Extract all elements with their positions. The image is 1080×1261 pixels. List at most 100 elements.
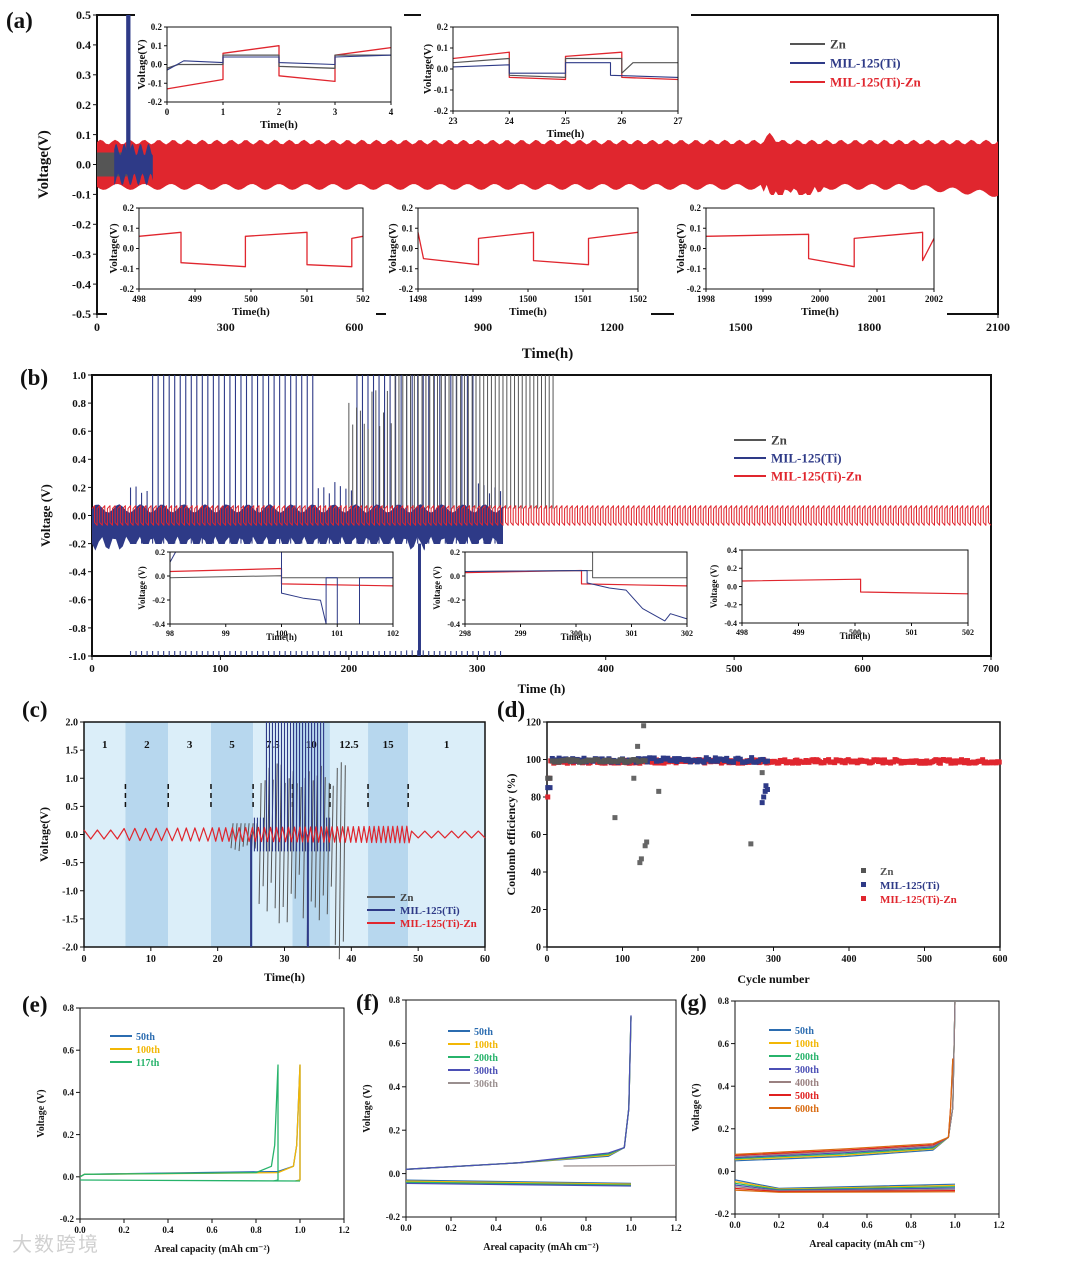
y-tick-label: 1.0: [66, 774, 79, 785]
y-tick-label: -0.2: [399, 284, 414, 294]
x-tick-label: 1: [221, 107, 226, 117]
y-axis-label: Voltage (V): [36, 1089, 47, 1137]
y-axis-label: Voltage(V): [675, 223, 687, 274]
y-tick-label: 120: [526, 718, 541, 729]
inset-milzn-line: [741, 578, 969, 595]
x-tick-label: 0.2: [773, 1220, 785, 1230]
point-zn: [547, 775, 553, 781]
legend-entry: 117th: [136, 1058, 160, 1069]
y-tick-label: 0.0: [402, 244, 414, 254]
y-tick-label: 0.0: [76, 158, 91, 172]
x-tick-label: 101: [331, 629, 343, 638]
rate-label: 15: [383, 739, 395, 751]
x-tick-label: 600: [993, 954, 1008, 965]
y-tick-label: 0.3: [76, 68, 91, 82]
y-tick-label: 0.5: [66, 802, 79, 813]
x-tick-label: 600: [854, 663, 871, 675]
point-zn: [612, 815, 618, 821]
series-line: [79, 1064, 301, 1182]
x-axis-label: Time(h): [522, 346, 573, 362]
inset-b-frame: 98 99 100 101 102 0.2 0.0 -0.2 -0.4 Time(h) Voltag…: [137, 548, 399, 642]
y-tick-label: 1.0: [72, 370, 86, 382]
y-axis-label: Voltage(V): [36, 130, 52, 199]
panel-a: 0 300 600 900 1200 1500 1800 21000.50.40.30.20.…: [36, 8, 1010, 362]
point-milzn: [545, 794, 551, 800]
x-tick-label: 300: [469, 663, 486, 675]
y-tick-label: 0.4: [72, 454, 86, 466]
y-tick-label: -0.5: [72, 307, 91, 321]
x-tick-label: 900: [474, 320, 492, 334]
y-tick-label: -0.4: [724, 619, 737, 628]
inset-a-frame: 1498 1499 1500 1501 1502 0.2 0.1 0.0 -0.1 -0.2 Tim…: [387, 203, 648, 318]
y-tick-label: 0.4: [389, 1082, 401, 1092]
x-tick-label: 1.2: [670, 1223, 682, 1233]
x-tick-label: 0: [82, 954, 87, 965]
panel-d-frame: [546, 721, 1001, 948]
y-tick-label: -0.2: [687, 284, 702, 294]
x-axis-label: Time(h): [264, 970, 305, 984]
series-milzn-line: [83, 825, 486, 844]
panel-b: 0 100 200 300 400 500 600 700 1.0 0.8 0.6 0.4 0.2 0.0…: [38, 370, 1000, 696]
series-zn-line: [302, 777, 306, 919]
x-tick-label: 4: [389, 107, 394, 117]
series-discharge: [405, 1180, 632, 1185]
y-tick-label: 0.2: [72, 482, 86, 494]
y-tick-label: 0.0: [123, 244, 135, 254]
y-tick-label: 0.4: [63, 1088, 75, 1098]
inset-bg: [386, 195, 651, 318]
legend: 50th 100th 117th: [110, 1032, 160, 1069]
x-tick-label: 0.8: [580, 1223, 592, 1233]
series-zn-line: [334, 767, 338, 945]
y-tick-label: 0.2: [402, 203, 414, 213]
x-tick-label: 1.0: [949, 1220, 961, 1230]
x-axis-label: Areal capacity (mAh cm⁻²): [809, 1239, 925, 1250]
point-mil: [651, 755, 657, 761]
y-tick-label: 0.2: [151, 22, 163, 32]
x-tick-label: 60: [480, 954, 490, 965]
y-tick-label: -0.2: [386, 1212, 401, 1222]
point-milzn: [934, 757, 940, 763]
legend-entry: Zn: [880, 866, 893, 878]
x-tick-label: 1.0: [294, 1225, 306, 1235]
x-tick-label: 501: [906, 628, 918, 637]
y-tick-label: 0.0: [155, 572, 165, 581]
x-tick-label: 0: [94, 320, 100, 334]
series-zn-line: [338, 762, 342, 960]
point-milzn: [996, 759, 1002, 765]
x-tick-label: 1498: [409, 294, 428, 304]
y-tick-label: -0.2: [152, 596, 165, 605]
inset-mil-line: [452, 62, 679, 78]
inset-a-2: [107, 195, 376, 318]
y-tick-label: 0.8: [63, 1003, 75, 1013]
point-mil: [761, 794, 767, 800]
x-tick-label: 1502: [629, 294, 648, 304]
point-zn: [656, 788, 662, 794]
x-tick-label: 300: [570, 629, 582, 638]
legend-entry: Zn: [830, 37, 847, 52]
y-tick-label: 0.0: [718, 1167, 730, 1177]
y-tick-label: 0.2: [389, 1125, 401, 1135]
legend: Zn MIL-125(Ti) MIL-125(Ti)-Zn: [790, 37, 922, 90]
y-tick-label: 1.5: [66, 746, 79, 757]
y-tick-label: 0.0: [727, 582, 737, 591]
inset-mil-line: [166, 54, 392, 71]
y-tick-label: 0.6: [389, 1039, 401, 1049]
y-tick-label: 0.2: [123, 203, 135, 213]
rate-label: 5: [229, 739, 235, 751]
series-line: [734, 1058, 954, 1155]
point-mil: [737, 756, 743, 762]
inset-bg: [674, 195, 947, 318]
y-axis-label: Voltage (V): [432, 566, 442, 609]
series-zn-line: [310, 780, 314, 902]
series-line: [405, 1017, 632, 1170]
y-tick-label: 0.6: [63, 1045, 75, 1055]
point-zn: [620, 757, 625, 763]
x-tick-label: 40: [346, 954, 356, 965]
y-axis-label: Voltage(V): [422, 44, 434, 95]
y-axis-label: Coulomb efficiency (%): [504, 774, 518, 896]
x-axis-label: Areal capacity (mAh cm⁻²): [154, 1244, 270, 1255]
y-axis-label: Voltage (V): [137, 566, 147, 609]
series-zn-line: [262, 780, 266, 887]
panel-e-frame: [79, 1007, 345, 1220]
